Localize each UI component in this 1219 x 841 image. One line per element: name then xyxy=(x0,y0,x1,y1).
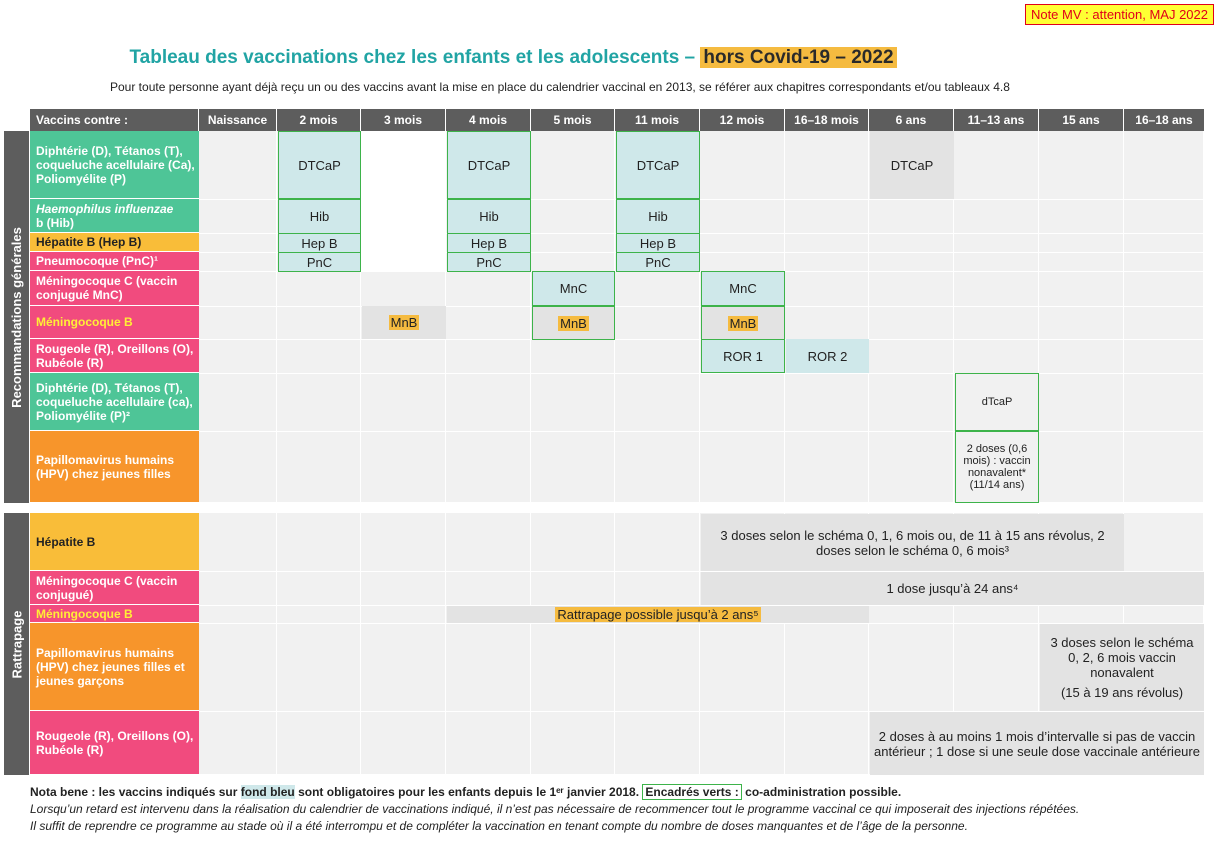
header-col-5-mois: 5 mois xyxy=(531,109,615,131)
dose-hepb-2-mois: Hep B xyxy=(278,233,361,253)
dose-mnc-5-mois: MnC xyxy=(532,271,615,306)
page-subtitle: Pour toute personne ayant déjà reçu un o… xyxy=(110,80,1010,94)
header-col-11-mois: 11 mois xyxy=(615,109,700,131)
side-label-rattrapage: Rattrapage xyxy=(4,513,29,775)
row-label-pnc: Pneumocoque (PnC)¹ xyxy=(30,252,199,271)
dose-hib-11-mois: Hib xyxy=(616,199,700,234)
row-label-mnc: Méningocoque C (vaccin conjugué MnC) xyxy=(30,271,199,306)
dose-dtcap-11-mois: DTCaP xyxy=(616,131,700,199)
header-col-6-ans: 6 ans xyxy=(869,109,954,131)
header-col-16-18-ans: 16–18 ans xyxy=(1124,109,1204,131)
rattrapage-hepb-span: 3 doses selon le schéma 0, 1, 6 mois ou,… xyxy=(701,514,1124,571)
row-label-rattrapage-hpv: Papillomavirus humains (HPV) chez jeunes… xyxy=(30,623,199,711)
note-mv-badge: Note MV : attention, MAJ 2022 xyxy=(1024,4,1214,25)
grid-bg xyxy=(615,513,700,775)
grid-bg xyxy=(1124,131,1204,503)
dose-dtcap-6-ans: DTCaP xyxy=(870,131,954,199)
dose-hepb-4-mois: Hep B xyxy=(447,233,531,253)
dose-mnb-12-mois: MnB xyxy=(701,306,785,340)
row-label-rattrapage-mnc: Méningocoque C (vaccin conjugué) xyxy=(30,571,199,605)
header-vaccins: Vaccins contre : xyxy=(30,109,199,131)
row-separator xyxy=(199,711,1204,712)
row-separator xyxy=(199,571,1204,572)
dose-dtcap-4-mois: DTCaP xyxy=(447,131,531,199)
row-label-rattrapage-hepb: Hépatite B xyxy=(30,513,199,571)
row-label-hepb: Hépatite B (Hep B) xyxy=(30,233,199,252)
row-separator xyxy=(199,373,1204,374)
side-label-recommandations: Recommandations générales xyxy=(4,131,29,503)
dose-pnc-4-mois: PnC xyxy=(447,252,531,272)
title-highlight: hors Covid-19 – 2022 xyxy=(700,47,897,68)
row-label-rattrapage-mnb: Méningocoque B xyxy=(30,605,199,623)
footer-line-2: Lorsqu’un retard est intervenu dans la r… xyxy=(30,802,1080,816)
row-label-rattrapage-ror: Rougeole (R), Oreillons (O), Rubéole (R) xyxy=(30,711,199,775)
footer-nota-bene: Nota bene : les vaccins indiqués sur fon… xyxy=(30,784,902,800)
header-col-15-ans: 15 ans xyxy=(1039,109,1124,131)
dose-ror2-16-18-mois: ROR 2 xyxy=(786,339,869,373)
footer-line-3: Il suffit de reprendre ce programme au s… xyxy=(30,819,968,833)
grid-bg xyxy=(446,513,531,775)
header-col-naissance: Naissance xyxy=(199,109,277,131)
grid-bg xyxy=(199,131,277,503)
row-separator xyxy=(199,252,1204,253)
row-label-mnb: Méningocoque B xyxy=(30,306,199,339)
grid-bg xyxy=(785,131,869,503)
dose-dtcap-11-13-ans: dTcaP xyxy=(955,373,1039,431)
page-title: Tableau des vaccinations chez les enfant… xyxy=(0,47,1026,69)
dose-pnc-2-mois: PnC xyxy=(278,252,361,272)
grid-bg xyxy=(199,513,277,775)
header-col-12-mois: 12 mois xyxy=(700,109,785,131)
dose-mnc-12-mois: MnC xyxy=(701,271,785,306)
title-main: Tableau des vaccinations chez les enfant… xyxy=(129,47,696,68)
dose-hib-2-mois: Hib xyxy=(278,199,361,234)
haemophilus-italic: Haemophilus influenzae xyxy=(36,201,174,216)
rattrapage-hpv-span: 3 doses selon le schéma 0, 2, 6 mois vac… xyxy=(1040,624,1204,711)
dose-hpv-11-13-ans: 2 doses (0,6 mois) : vaccin nonavalent* … xyxy=(955,431,1039,503)
grid-bg xyxy=(1039,131,1124,503)
row-label-dtcap: Diphtérie (D), Tétanos (T), coqueluche a… xyxy=(30,131,199,199)
grid-bg xyxy=(361,513,446,775)
rattrapage-ror-span: 2 doses à au moins 1 mois d’intervalle s… xyxy=(870,712,1204,775)
row-label-hpv-filles: Papillomavirus humains (HPV) chez jeunes… xyxy=(30,431,199,503)
header-col-4-mois: 4 mois xyxy=(446,109,531,131)
header-col-3-mois: 3 mois xyxy=(361,109,446,131)
grid-bg xyxy=(531,513,615,775)
header-col-2-mois: 2 mois xyxy=(277,109,361,131)
row-label-hib: Haemophilus influenzae b (Hib) xyxy=(30,199,199,233)
grid-bg xyxy=(277,513,361,775)
grid-bg-white xyxy=(361,131,446,271)
rattrapage-mnc-span: 1 dose jusqu’à 24 ans⁴ xyxy=(701,572,1204,605)
dose-dtcap-2-mois: DTCaP xyxy=(278,131,361,199)
row-label-ror: Rougeole (R), Oreillons (O), Rubéole (R) xyxy=(30,339,199,373)
row-separator xyxy=(199,199,1204,200)
dose-mnb-5-mois: MnB xyxy=(532,306,615,340)
dose-hepb-11-mois: Hep B xyxy=(616,233,700,253)
row-separator xyxy=(199,623,1204,624)
row-separator xyxy=(199,431,1204,432)
dose-hib-4-mois: Hib xyxy=(447,199,531,234)
dose-ror1-12-mois: ROR 1 xyxy=(701,339,785,373)
grid-bg xyxy=(954,131,1039,503)
row-separator xyxy=(199,233,1204,234)
row-separator xyxy=(199,605,1204,606)
header-col-16-18-mois: 16–18 mois xyxy=(785,109,869,131)
dose-pnc-11-mois: PnC xyxy=(616,252,700,272)
rattrapage-mnb-span: Rattrapage possible jusqu’à 2 ans⁵ xyxy=(447,606,869,623)
dose-mnb-3-mois: MnB xyxy=(362,306,446,339)
row-label-dtcap-rappel: Diphtérie (D), Tétanos (T), coqueluche a… xyxy=(30,373,199,431)
header-col-11-13-ans: 11–13 ans xyxy=(954,109,1039,131)
